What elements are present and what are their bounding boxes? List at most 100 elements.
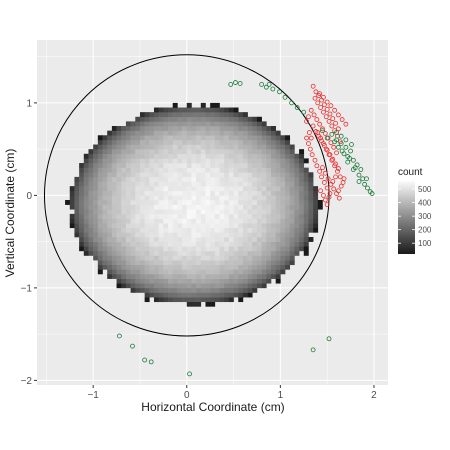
heatmap-bin	[182, 139, 188, 145]
heatmap-bin	[130, 283, 136, 289]
heatmap-bin	[308, 237, 314, 242]
heatmap-bin	[196, 301, 202, 307]
heatmap-bin	[210, 264, 216, 270]
heatmap-bin	[210, 301, 216, 307]
heatmap-bin	[163, 260, 169, 266]
heatmap-bin	[214, 250, 220, 256]
heatmap-bin	[261, 278, 267, 284]
heatmap-bin	[238, 246, 244, 252]
heatmap-bin	[172, 269, 178, 275]
heatmap-bin	[205, 237, 211, 242]
heatmap-bin	[271, 130, 276, 136]
scatter-point-series-1	[326, 152, 332, 158]
heatmap-bin	[154, 283, 159, 289]
heatmap-bin	[139, 204, 145, 210]
scatter-point-series-1	[324, 185, 330, 191]
heatmap-bin	[116, 181, 122, 187]
heatmap-bin	[299, 176, 305, 182]
heatmap-bin	[280, 269, 286, 275]
heatmap-bin	[238, 287, 244, 293]
heatmap-bin	[182, 163, 188, 168]
heatmap-bin	[88, 250, 94, 256]
heatmap-bin	[93, 218, 99, 224]
heatmap-bin	[177, 232, 183, 238]
heatmap-bin	[186, 181, 192, 187]
heatmap-bin	[271, 255, 276, 261]
scatter-point-series-1	[332, 163, 338, 169]
heatmap-bin	[111, 153, 117, 159]
heatmap-bin	[210, 121, 216, 127]
heatmap-bin	[191, 292, 197, 298]
scatter-point-series-1	[326, 194, 332, 200]
heatmap-bin	[252, 283, 258, 289]
heatmap-bin	[228, 246, 234, 252]
heatmap-bin	[149, 121, 155, 127]
heatmap-bin	[177, 246, 183, 252]
heatmap-bin	[275, 246, 281, 252]
heatmap-bin	[200, 209, 206, 215]
heatmap-bin	[271, 269, 276, 275]
heatmap-bin	[233, 260, 239, 266]
heatmap-bin	[125, 153, 131, 159]
heatmap-bin	[149, 158, 155, 164]
x-tick-label: 2	[371, 390, 377, 401]
heatmap-bin	[163, 176, 169, 182]
heatmap-bin	[88, 149, 94, 155]
heatmap-bin	[242, 190, 248, 196]
scatter-point-series-2	[339, 148, 345, 154]
heatmap-bin	[177, 149, 183, 155]
heatmap-bin	[116, 176, 122, 182]
heatmap-bin	[238, 237, 244, 242]
heatmap-bin	[289, 241, 295, 247]
heatmap-bin	[135, 135, 141, 141]
heatmap-bin	[219, 209, 225, 215]
heatmap-bin	[97, 269, 103, 275]
heatmap-bin	[144, 135, 150, 141]
heatmap-bin	[139, 144, 145, 150]
heatmap-bin	[102, 260, 108, 266]
heatmap-bin	[275, 204, 281, 210]
heatmap-bin	[116, 274, 122, 279]
heatmap-bin	[168, 126, 174, 131]
heatmap-bin	[247, 260, 253, 266]
heatmap-bin	[261, 195, 267, 201]
heatmap-bin	[289, 209, 295, 215]
heatmap-bin	[186, 278, 192, 284]
heatmap-bin	[111, 260, 117, 266]
heatmap-bin	[97, 255, 103, 261]
heatmap-bin	[285, 223, 291, 229]
heatmap-bin	[238, 297, 244, 303]
heatmap-bin	[177, 167, 183, 173]
scatter-point-series-1	[314, 163, 320, 169]
heatmap-bin	[130, 167, 136, 173]
heatmap-bin	[214, 149, 220, 155]
heatmap-bin	[158, 116, 164, 122]
heatmap-bin	[163, 209, 169, 215]
heatmap-bin	[205, 172, 211, 178]
heatmap-bin	[313, 186, 319, 192]
heatmap-bin	[116, 241, 122, 247]
scatter-point-series-1	[308, 135, 314, 141]
heatmap-bin	[144, 250, 150, 256]
heatmap-bin	[135, 260, 141, 266]
heatmap-bin	[299, 232, 305, 238]
heatmap-bin	[247, 163, 253, 168]
heatmap-bin	[256, 172, 262, 178]
heatmap-bin	[121, 135, 127, 141]
heatmap-bin	[135, 195, 141, 201]
heatmap-bin	[233, 209, 239, 215]
heatmap-bin	[97, 153, 103, 159]
heatmap-bin	[271, 241, 276, 247]
heatmap-bin	[111, 158, 117, 164]
heatmap-bin	[294, 153, 300, 159]
heatmap-bin	[200, 292, 206, 298]
heatmap-bin	[177, 213, 183, 219]
heatmap-bin	[224, 260, 230, 266]
heatmap-bin	[210, 172, 216, 178]
heatmap-bin	[144, 195, 150, 201]
heatmap-bin	[168, 209, 174, 215]
heatmap-bin	[121, 237, 127, 242]
scatter-point-series-1	[329, 157, 335, 163]
heatmap-bin	[285, 250, 291, 256]
heatmap-bin	[196, 167, 202, 173]
